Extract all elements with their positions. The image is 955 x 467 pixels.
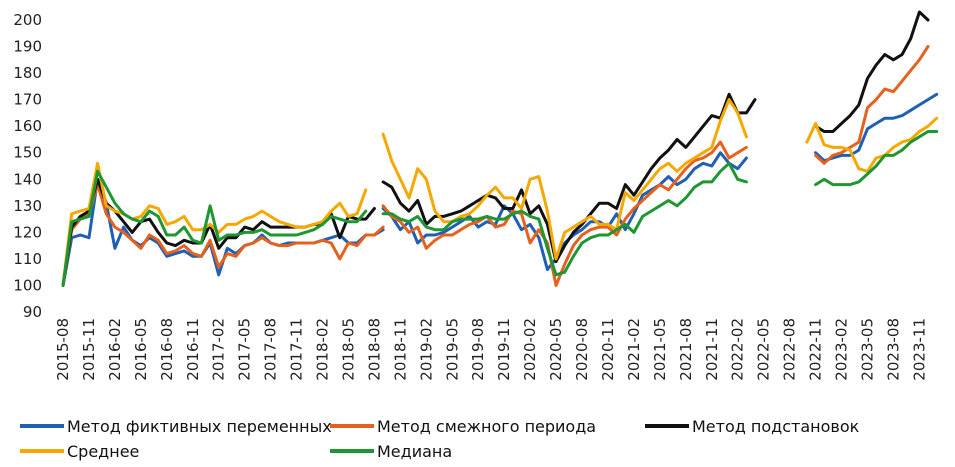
- x-tick-label: 2022-11: [807, 318, 825, 381]
- x-tick-label: 2021-05: [651, 318, 669, 381]
- y-tick-label: 150: [13, 144, 42, 162]
- series-line: [814, 45, 930, 165]
- legend-label: Среднее: [67, 442, 139, 461]
- y-tick-label: 190: [13, 38, 42, 56]
- x-tick-label: 2016-05: [132, 318, 150, 381]
- x-tick-label: 2020-08: [573, 318, 591, 381]
- x-tick-label: 2022-05: [755, 318, 773, 381]
- series-lines: [61, 10, 939, 287]
- x-tick-label: 2017-08: [262, 318, 280, 381]
- x-tick-label: 2019-11: [495, 318, 513, 381]
- series-line: [61, 169, 368, 287]
- x-tick-label: 2016-11: [184, 318, 202, 381]
- series-line: [61, 183, 385, 287]
- x-tick-label: 2019-08: [469, 318, 487, 381]
- x-tick-label: 2021-08: [677, 318, 695, 381]
- x-tick-label: 2023-11: [910, 318, 928, 381]
- x-tick-label: 2018-11: [391, 318, 409, 381]
- series-line: [805, 116, 939, 173]
- x-axis-ticks: 2015-08 2015-11 2016-02 2016-05 2016-08 2016-…: [54, 318, 928, 381]
- series-line: [814, 92, 939, 163]
- x-tick-label: 2020-02: [521, 318, 539, 381]
- series-line: [381, 151, 748, 271]
- y-tick-label: 90: [23, 303, 42, 321]
- x-tick-label: 2023-08: [884, 318, 902, 381]
- x-tick-label: 2016-02: [106, 318, 124, 381]
- x-tick-label: 2021-02: [625, 318, 643, 381]
- y-tick-label: 110: [13, 250, 42, 268]
- x-tick-label: 2017-02: [210, 318, 228, 381]
- series-line: [381, 92, 757, 264]
- y-tick-label: 180: [13, 64, 42, 82]
- legend: Метод фиктивных переменных Метод смежного…: [20, 417, 860, 461]
- series-line: [814, 130, 939, 187]
- series-line: [381, 140, 748, 287]
- series-line: [381, 98, 748, 261]
- y-tick-label: 130: [13, 197, 42, 215]
- x-tick-label: 2018-02: [314, 318, 332, 381]
- x-tick-label: 2021-11: [703, 318, 721, 381]
- legend-label: Метод смежного периода: [377, 417, 596, 436]
- x-tick-label: 2015-08: [54, 318, 72, 381]
- y-tick-label: 100: [13, 276, 42, 294]
- x-tick-label: 2019-05: [443, 318, 461, 381]
- legend-label: Медиана: [377, 442, 452, 461]
- x-tick-label: 2017-05: [236, 318, 254, 381]
- legend-label: Метод подстановок: [692, 417, 860, 436]
- x-tick-label: 2022-02: [729, 318, 747, 381]
- legend-label: Метод фиктивных переменных: [67, 417, 332, 436]
- x-tick-label: 2023-05: [858, 318, 876, 381]
- y-tick-label: 200: [13, 11, 42, 29]
- x-tick-label: 2015-11: [80, 318, 98, 381]
- x-tick-label: 2022-08: [781, 318, 799, 381]
- y-tick-label: 160: [13, 117, 42, 135]
- series-line: [814, 10, 930, 133]
- series-line: [381, 161, 748, 277]
- x-tick-label: 2019-02: [417, 318, 435, 381]
- y-tick-label: 120: [13, 223, 42, 241]
- y-axis-ticks: 90 100 110 120 130 140 150 160 170 180 190 200: [13, 11, 42, 321]
- x-tick-label: 2016-08: [158, 318, 176, 381]
- x-tick-label: 2018-05: [339, 318, 357, 381]
- x-tick-label: 2023-02: [833, 318, 851, 381]
- y-tick-label: 140: [13, 170, 42, 188]
- x-tick-label: 2017-11: [288, 318, 306, 381]
- x-tick-label: 2018-08: [365, 318, 383, 381]
- y-tick-label: 170: [13, 91, 42, 109]
- x-tick-label: 2020-11: [599, 318, 617, 381]
- x-tick-label: 2020-05: [547, 318, 565, 381]
